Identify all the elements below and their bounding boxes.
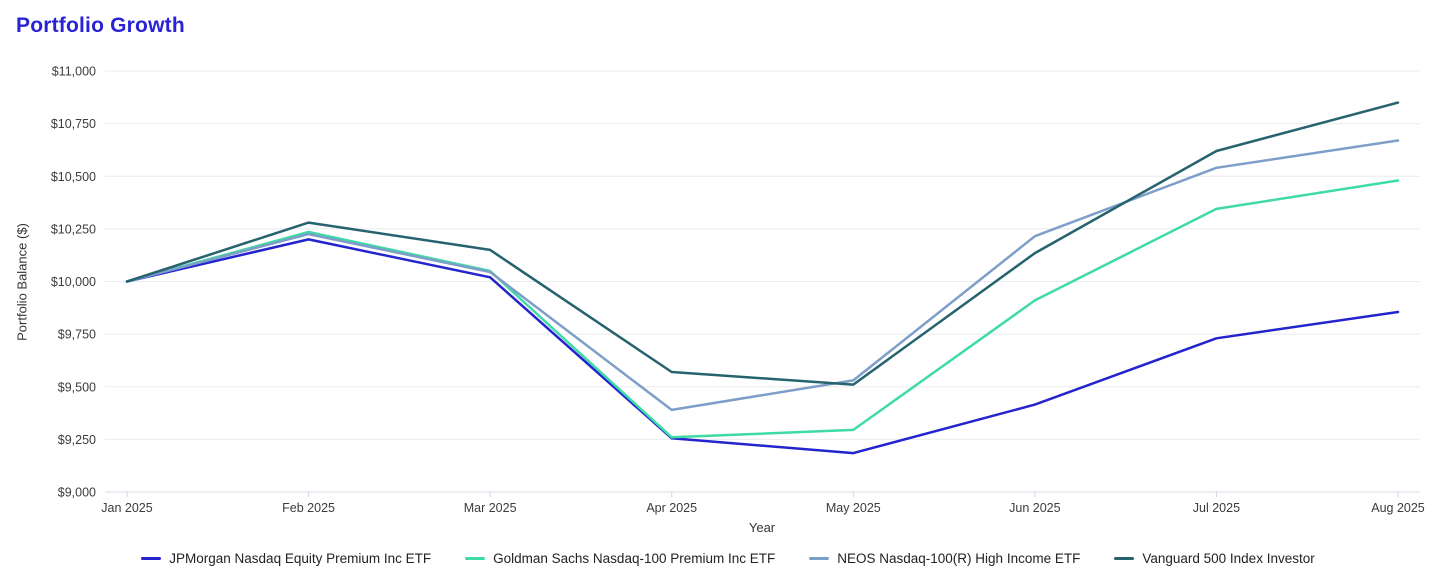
x-tick-label: Feb 2025 — [282, 501, 335, 515]
y-tick-label: $10,250 — [51, 222, 96, 236]
y-tick-label: $9,750 — [58, 328, 96, 342]
legend-label: Goldman Sachs Nasdaq-100 Premium Inc ETF — [493, 551, 776, 566]
series-line — [125, 139, 1400, 412]
page-title: Portfolio Growth — [16, 14, 185, 37]
y-tick-label: $9,000 — [58, 486, 96, 500]
legend-marker-line-icon — [1114, 557, 1135, 560]
chart-legend: JPMorgan Nasdaq Equity Premium Inc ETF Go… — [0, 551, 1456, 566]
y-tick-label: $9,500 — [58, 380, 96, 394]
x-tick-label: Aug 2025 — [1371, 501, 1425, 515]
y-tick-label: $10,500 — [51, 170, 96, 184]
y-tick-label: $10,000 — [51, 275, 96, 289]
legend-item[interactable]: JPMorgan Nasdaq Equity Premium Inc ETF — [141, 551, 431, 566]
x-tick-label: Jul 2025 — [1193, 501, 1240, 515]
x-tick-label: Apr 2025 — [646, 501, 697, 515]
series-line — [125, 238, 1400, 455]
y-tick-label: $11,000 — [52, 65, 96, 79]
y-tick-label: $9,250 — [58, 433, 96, 447]
legend-marker-line-icon — [809, 557, 830, 560]
legend-label: JPMorgan Nasdaq Equity Premium Inc ETF — [169, 551, 432, 566]
legend-item[interactable]: NEOS Nasdaq-100(R) High Income ETF — [809, 551, 1080, 566]
series-line — [125, 179, 1400, 439]
x-tick-label: Jun 2025 — [1009, 501, 1060, 515]
x-tick-label: May 2025 — [826, 501, 881, 515]
legend-label: NEOS Nasdaq-100(R) High Income ETF — [837, 551, 1081, 566]
legend-item[interactable]: Vanguard 500 Index Investor — [1114, 551, 1315, 566]
x-tick-label: Jan 2025 — [101, 501, 152, 515]
series-line — [125, 101, 1400, 386]
legend-item[interactable]: Goldman Sachs Nasdaq-100 Premium Inc ETF — [465, 551, 775, 566]
x-tick-label: Mar 2025 — [464, 501, 517, 515]
legend-label: Vanguard 500 Index Investor — [1142, 551, 1315, 566]
line-chart-svg: $9,000 $9,250 $9,500 $9,750 $10,000 $10,250 $1… — [51, 65, 1425, 516]
legend-marker-line-icon — [141, 557, 162, 560]
y-tick-label: $10,750 — [51, 117, 96, 131]
x-axis-title: Year — [748, 520, 776, 535]
legend-marker-line-icon — [465, 557, 486, 560]
